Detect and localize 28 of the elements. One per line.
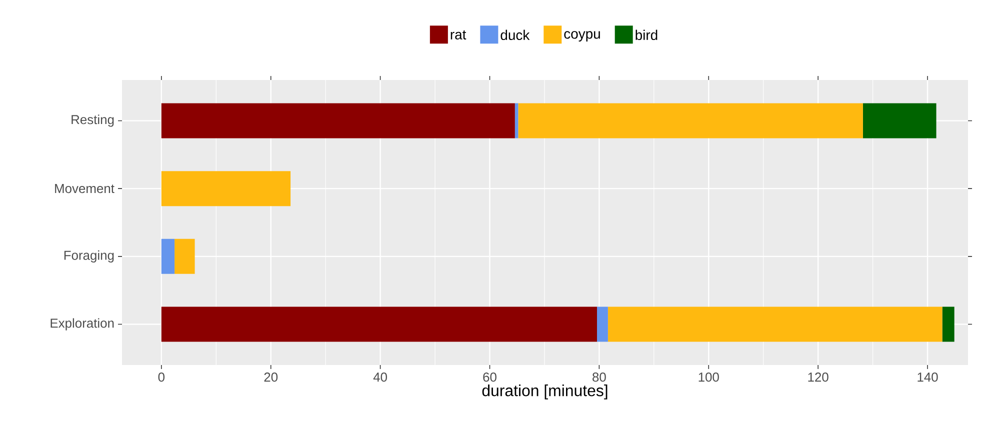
y-tick-label: Movement <box>55 184 114 194</box>
legend-label: bird <box>636 30 658 40</box>
x-axis-title: duration [minutes] <box>482 384 608 400</box>
bar <box>518 103 863 138</box>
y-tick-label: Resting <box>72 114 114 127</box>
legend-label: rat <box>450 30 466 40</box>
x-tick-label: 20 <box>264 372 278 382</box>
bar <box>161 103 515 138</box>
x-tick-label: 100 <box>698 372 719 382</box>
bar <box>596 306 608 342</box>
bar <box>161 171 291 206</box>
bar <box>942 306 954 342</box>
bar <box>161 306 597 342</box>
x-tick-label: 80 <box>592 372 606 382</box>
bar <box>514 103 518 138</box>
x-tick-label: 140 <box>918 372 938 382</box>
legend-label: coypu <box>564 31 600 42</box>
x-tick-label: 40 <box>373 372 387 382</box>
x-tick-label: 60 <box>483 372 496 382</box>
y-tick-label: Exploration <box>50 318 114 330</box>
bar <box>608 306 942 342</box>
bar <box>862 103 936 138</box>
y-tick-label: Foraging <box>64 250 114 262</box>
legend-label: duck <box>500 30 530 40</box>
x-tick-label: 0 <box>158 372 165 382</box>
bar <box>161 238 175 274</box>
x-tick-label: 120 <box>808 372 828 382</box>
bar <box>174 238 195 274</box>
